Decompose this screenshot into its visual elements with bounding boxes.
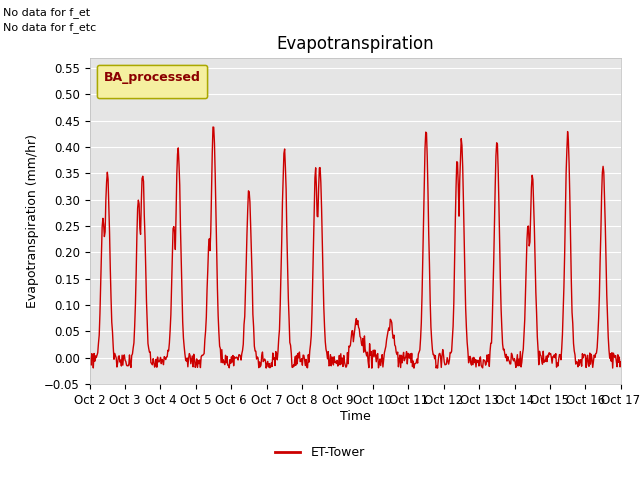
Legend: ET-Tower: ET-Tower [270,441,370,464]
Text: No data for f_et: No data for f_et [3,7,90,18]
Title: Evapotranspiration: Evapotranspiration [276,35,434,53]
Legend:  [97,64,207,98]
Y-axis label: Evapotranspiration (mm/hr): Evapotranspiration (mm/hr) [26,134,38,308]
X-axis label: Time: Time [340,409,371,422]
Text: No data for f_etc: No data for f_etc [3,22,97,33]
